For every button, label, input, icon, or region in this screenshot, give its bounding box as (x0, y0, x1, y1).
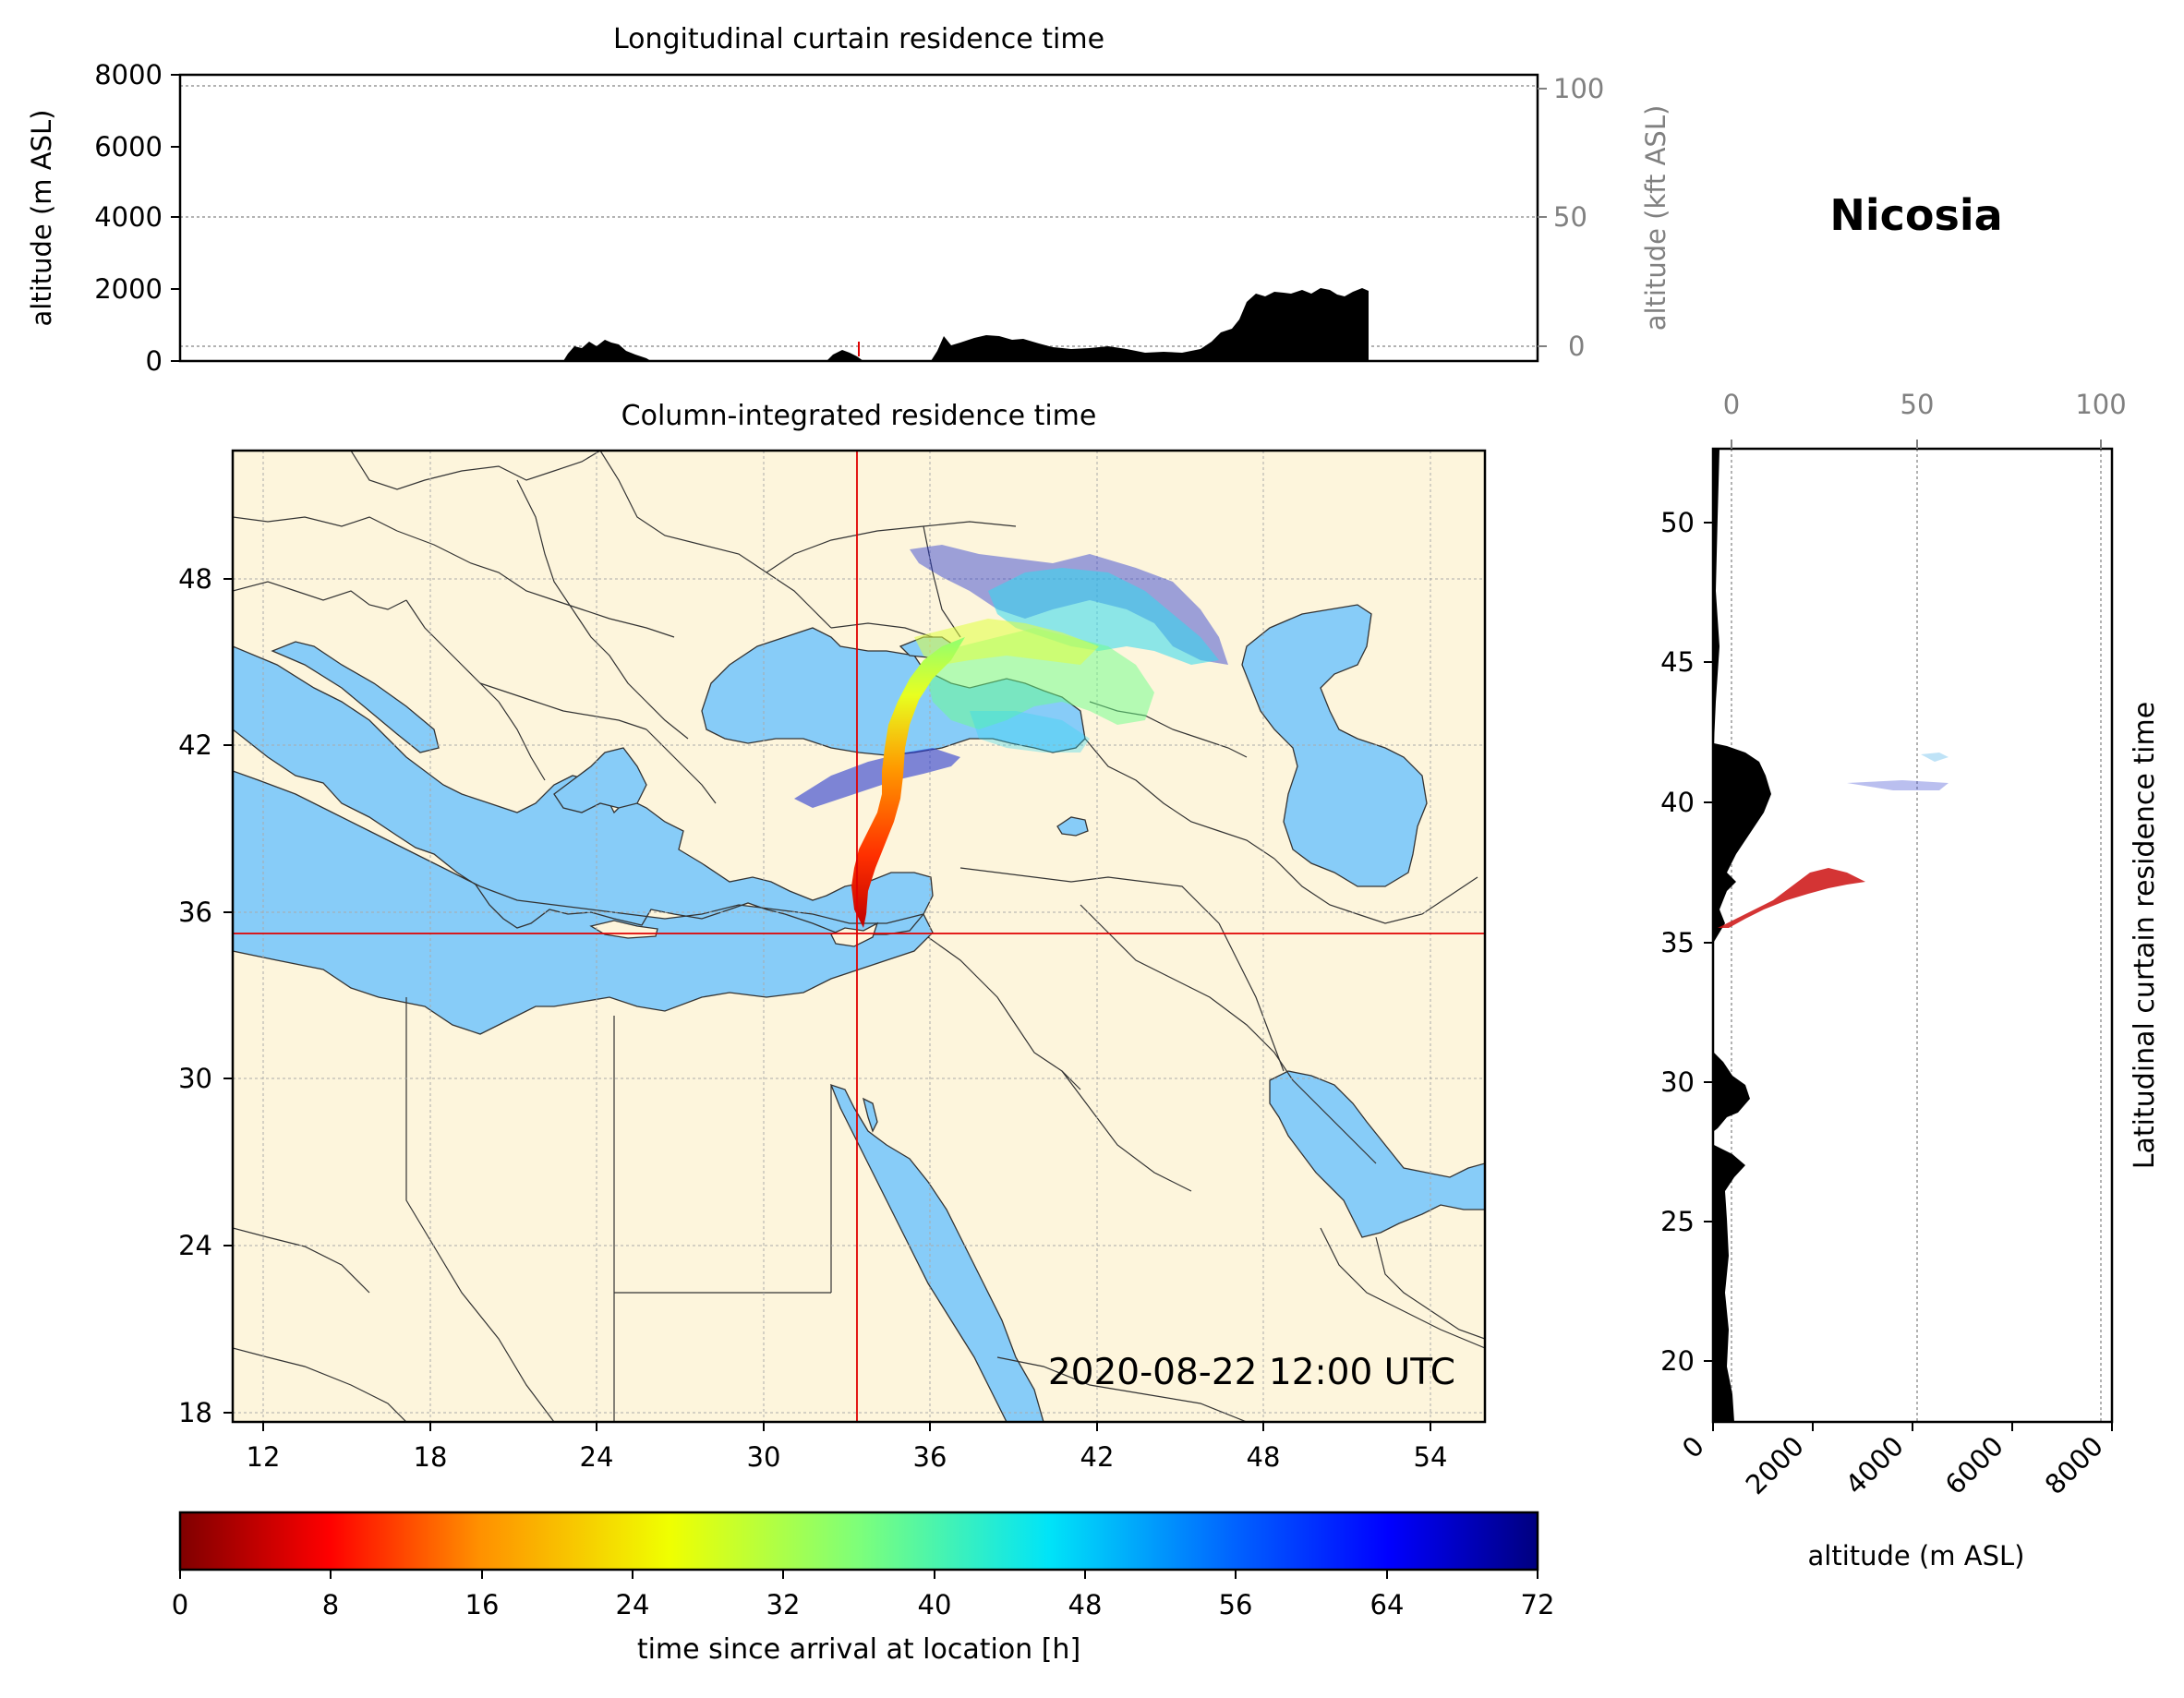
colorbar: 0 8 16 24 32 40 48 56 64 72 time since a… (172, 1511, 1555, 1666)
top-ylabel-right: altitude (kft ASL) (1640, 105, 1671, 331)
top-ytick-8000: 8000 (94, 59, 163, 90)
cyprus-island (830, 921, 879, 947)
terrain-profile-latitudinal (1713, 449, 1771, 1422)
plume-cyan (988, 568, 1219, 665)
colorbar-tick-8: 8 (322, 1589, 339, 1620)
residence-time-plume (794, 545, 1228, 928)
top-ytick-0: 0 (146, 345, 163, 377)
right-ytick-30: 30 (1660, 1066, 1695, 1098)
right-panel: 20 25 30 35 40 45 50 0 2000 4000 6000 80… (1660, 389, 2161, 1572)
right-top-xtick-100: 100 (2075, 389, 2126, 420)
persian-gulf (1269, 1070, 1485, 1238)
timestamp-label: 2020-08-22 12:00 UTC (1048, 1352, 1455, 1393)
colorbar-tick-40: 40 (918, 1589, 952, 1620)
right-xlabel: altitude (m ASL) (1808, 1540, 2025, 1572)
colorbar-gradient (178, 1511, 1539, 1572)
top-ytick-4000: 4000 (94, 201, 163, 233)
right-top-xtick-50: 50 (1900, 389, 1935, 420)
plume-blue-west (794, 748, 960, 808)
right-ytick-50: 50 (1660, 507, 1695, 538)
map-title: Column-integrated residence time (621, 400, 1097, 432)
map-panel: Column-integrated residence time (178, 400, 1487, 1473)
plume-latitudinal-blue (1847, 780, 1949, 790)
top-panel: Longitudinal curtain residence time 0 20… (26, 23, 1671, 377)
right-ytick-45: 45 (1660, 646, 1695, 678)
right-ylabel: Latitudinal curtain residence time (2129, 702, 2161, 1169)
top-right-ytick-0: 0 (1568, 331, 1585, 362)
right-xtick-6000: 6000 (1939, 1430, 2009, 1500)
colorbar-tick-64: 64 (1370, 1589, 1405, 1620)
map-xtick-36: 36 (913, 1441, 947, 1473)
right-ytick-20: 20 (1660, 1345, 1695, 1377)
colorbar-tick-32: 32 (766, 1589, 801, 1620)
right-ytick-25: 25 (1660, 1206, 1695, 1237)
map-ytick-42: 42 (178, 729, 212, 761)
colorbar-tick-48: 48 (1068, 1589, 1103, 1620)
right-xtick-8000: 8000 (2039, 1430, 2109, 1500)
map-ytick-30: 30 (178, 1063, 212, 1094)
top-ytick-6000: 6000 (94, 131, 163, 163)
lake-van (1056, 816, 1089, 837)
top-ytick-2000: 2000 (94, 273, 163, 305)
top-panel-title: Longitudinal curtain residence time (613, 23, 1104, 55)
plume-latitudinal-lightblue (1921, 753, 1949, 762)
colorbar-tick-56: 56 (1219, 1589, 1253, 1620)
top-right-ytick-100: 100 (1553, 73, 1604, 104)
red-sea (829, 1083, 1044, 1422)
right-top-xtick-0: 0 (1723, 389, 1740, 420)
map-ytick-18: 18 (178, 1397, 212, 1428)
location-title: Nicosia (1829, 190, 2002, 240)
caspian-sea (1241, 604, 1428, 887)
map-xtick-48: 48 (1247, 1441, 1281, 1473)
colorbar-tick-0: 0 (172, 1589, 188, 1620)
adriatic-sea (271, 641, 440, 753)
right-xtick-2000: 2000 (1740, 1430, 1810, 1500)
plume-cyan-south (970, 711, 1090, 753)
plume-yellow-green (914, 619, 1099, 665)
colorbar-tick-24: 24 (616, 1589, 650, 1620)
top-right-ytick-50: 50 (1553, 201, 1587, 233)
aegean-sea (553, 747, 647, 813)
gulf-of-aqaba (863, 1097, 878, 1133)
right-xtick-4000: 4000 (1840, 1430, 1910, 1500)
mediterranean-sea (233, 645, 934, 1035)
map-ytick-24: 24 (178, 1230, 212, 1261)
right-xtick-0: 0 (1676, 1430, 1710, 1464)
colorbar-tick-72: 72 (1521, 1589, 1555, 1620)
water-bodies (233, 604, 1485, 1422)
terrain-profile-longitudinal (563, 288, 1369, 361)
right-ytick-40: 40 (1660, 787, 1695, 818)
colorbar-label: time since arrival at location [h] (637, 1633, 1080, 1666)
map-xtick-24: 24 (580, 1441, 614, 1473)
map-xtick-30: 30 (747, 1441, 781, 1473)
colorbar-tick-16: 16 (465, 1589, 500, 1620)
map-ytick-36: 36 (178, 897, 212, 928)
plume-core (851, 637, 965, 928)
map-xtick-12: 12 (247, 1441, 281, 1473)
map-xtick-54: 54 (1414, 1441, 1448, 1473)
country-borders (233, 451, 1485, 1422)
map-xtick-18: 18 (414, 1441, 448, 1473)
right-ytick-35: 35 (1660, 927, 1695, 958)
map-ytick-48: 48 (178, 563, 212, 595)
map-xtick-42: 42 (1080, 1441, 1115, 1473)
plume-latitudinal-red (1718, 868, 1865, 928)
top-ylabel-left: altitude (m ASL) (26, 110, 57, 327)
